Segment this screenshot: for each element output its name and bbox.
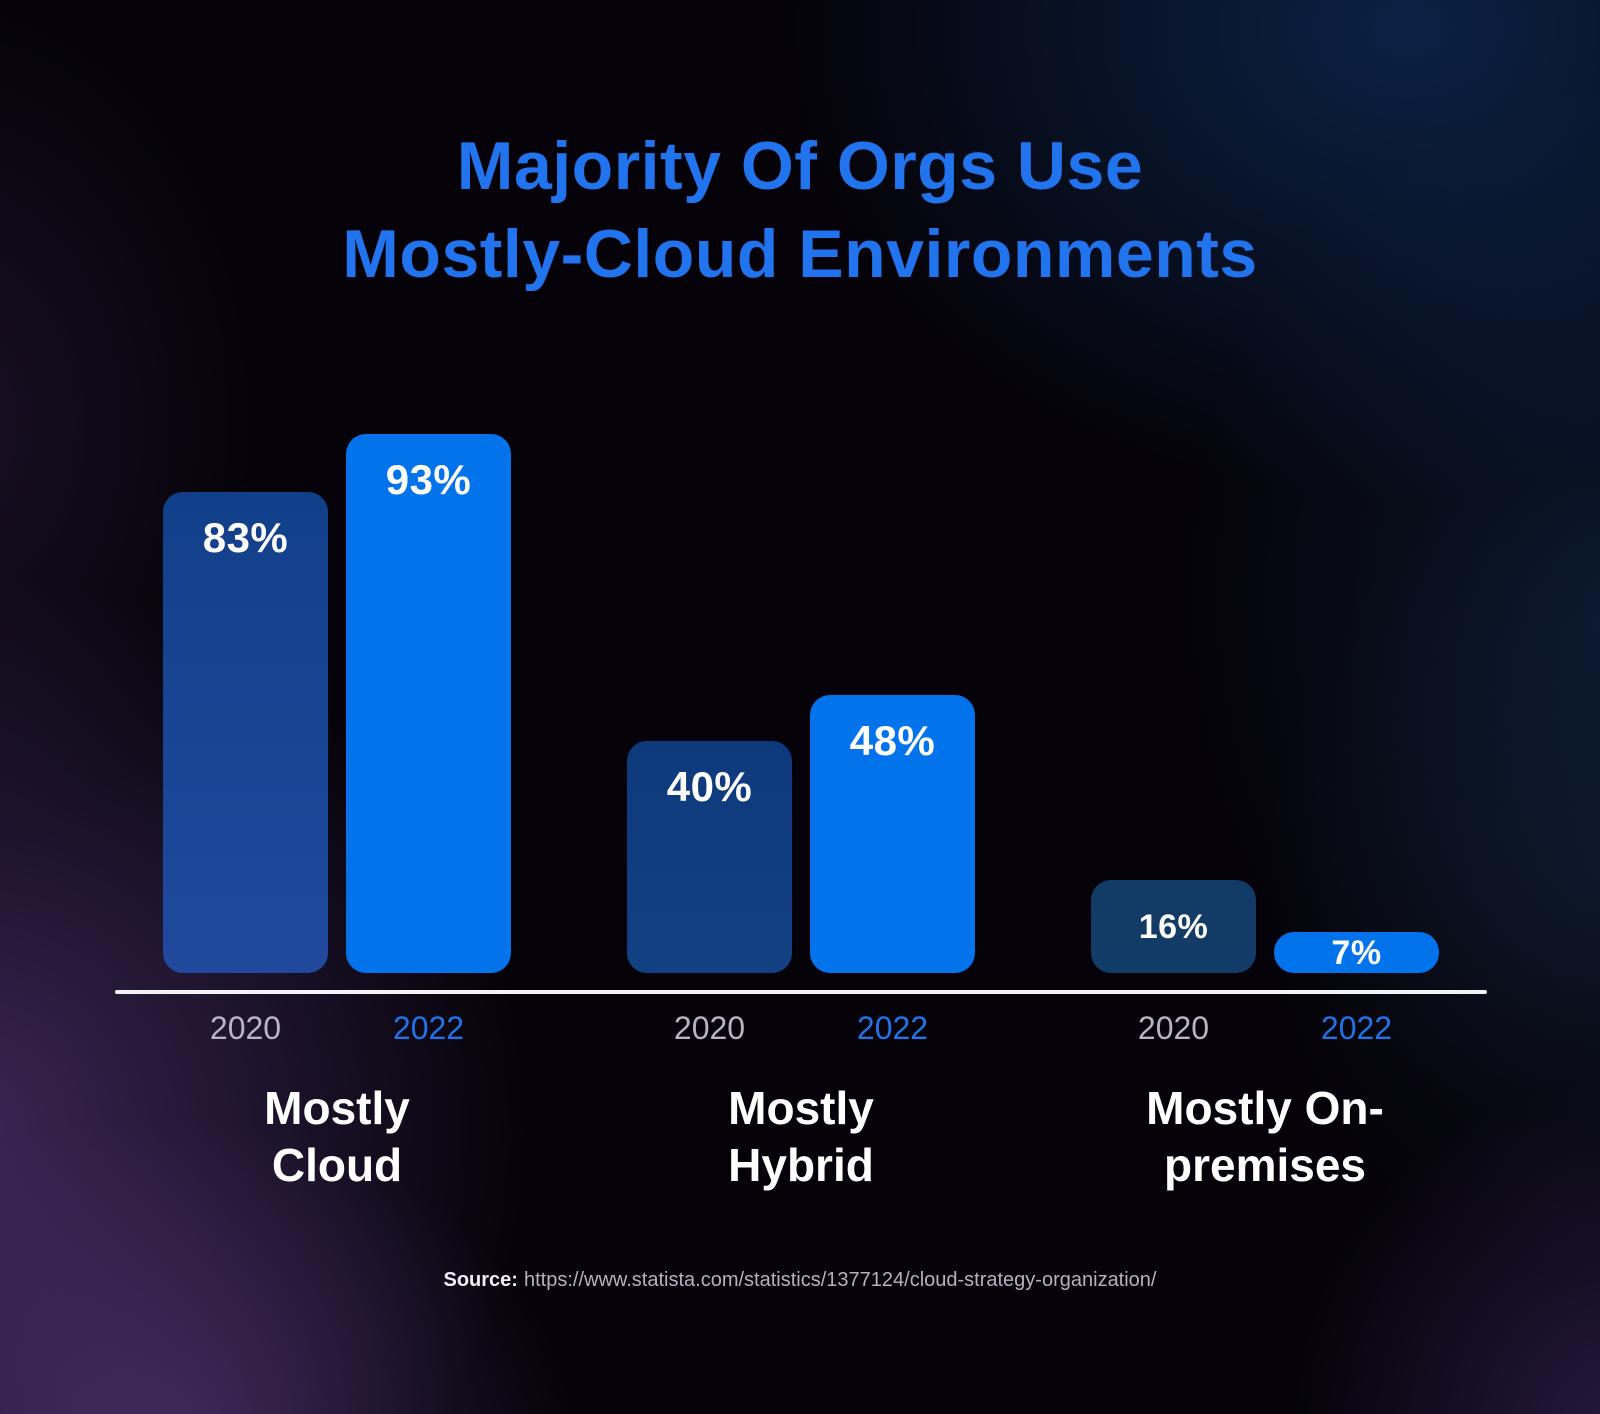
chart-title-line-1: Majority Of Orgs Use	[456, 128, 1144, 204]
bar-value-label: 48%	[849, 717, 936, 764]
bar-value-label: 40%	[666, 763, 753, 810]
bar-mostly-cloud-2020: 83%	[163, 492, 328, 973]
year-tick-2020: 2020	[209, 1010, 282, 1046]
bar-mostly-on-premises-2020: 16%	[1091, 880, 1256, 973]
year-tick-2022: 2022	[392, 1010, 465, 1046]
x-axis-line	[115, 990, 1487, 994]
category-label-line: Hybrid	[728, 1139, 874, 1191]
bar-value-label: 93%	[385, 456, 472, 503]
bar-mostly-hybrid-2022: 48%	[810, 695, 975, 973]
source-label: Source:	[443, 1269, 518, 1291]
bar-value-label: 16%	[1138, 907, 1209, 946]
chart-title-line-2: Mostly-Cloud Environments	[342, 216, 1258, 292]
bar-mostly-cloud-2022: 93%	[346, 434, 511, 973]
bar-value-label: 7%	[1331, 933, 1382, 972]
category-label-line: Mostly On-	[1146, 1082, 1384, 1134]
source-url: https://www.statista.com/statistics/1377…	[523, 1269, 1157, 1291]
bar-mostly-on-premises-2022: 7%	[1274, 932, 1439, 973]
year-tick-2022: 2022	[856, 1010, 929, 1046]
bar-mostly-hybrid-2020: 40%	[627, 741, 792, 973]
category-label-mostly-cloud: Mostly Cloud	[87, 1080, 587, 1194]
bar-value-label: 83%	[202, 514, 289, 561]
year-tick-2022: 2022	[1320, 1010, 1393, 1046]
chart-title: Majority Of Orgs Use Mostly-Cloud Enviro…	[0, 122, 1600, 298]
category-label-line: Cloud	[271, 1139, 403, 1191]
category-label-mostly-on-premises: Mostly On-premises	[1015, 1080, 1515, 1194]
category-label-line: Mostly	[264, 1082, 410, 1134]
category-label-mostly-hybrid: Mostly Hybrid	[551, 1080, 1051, 1194]
year-tick-2020: 2020	[1137, 1010, 1210, 1046]
category-label-line: premises	[1163, 1139, 1366, 1191]
category-label-line: Mostly	[728, 1082, 874, 1134]
source-citation: Source: https://www.statista.com/statisti…	[0, 1266, 1600, 1294]
year-tick-2020: 2020	[673, 1010, 746, 1046]
